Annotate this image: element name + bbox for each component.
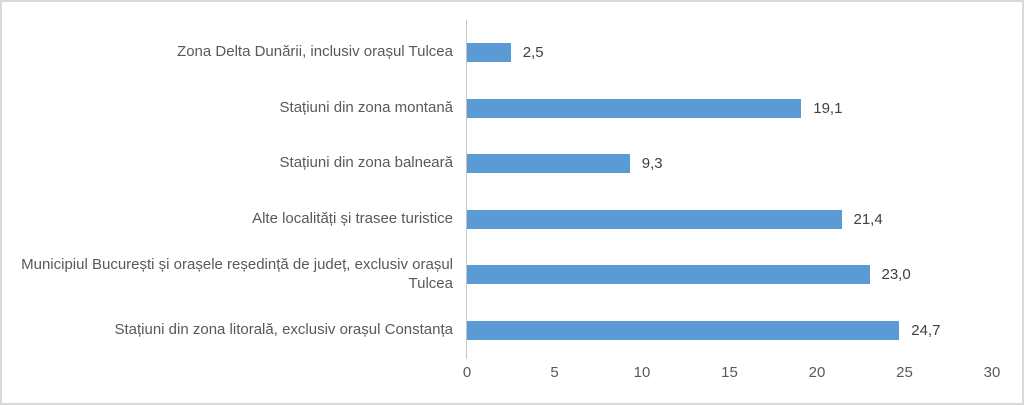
x-tick-label: 10 (633, 364, 651, 381)
value-label: 24,7 (911, 321, 941, 339)
x-tick-label: 5 (550, 364, 559, 381)
y-axis-line (466, 20, 467, 359)
value-label: 23,0 (881, 266, 911, 284)
chart-row: Zona Delta Dunării, inclusiv orașul Tulc… (2, 25, 1022, 81)
value-label: 2,5 (522, 44, 544, 62)
bar (467, 43, 511, 63)
category-label: Stațiuni din zona balneară (279, 154, 453, 172)
value-label: 21,4 (853, 210, 883, 228)
category-label: Alte localități și trasee turistice (252, 209, 453, 227)
x-tick-label: 0 (462, 364, 472, 381)
category-label: Stațiuni din zona litorală, exclusiv ora… (114, 320, 453, 338)
chart-row: Stațiuni din zona montană 19,1 (2, 81, 1022, 137)
bar (467, 98, 802, 118)
chart-row: Stațiuni din zona balneară 9,3 (2, 136, 1022, 192)
chart-row: Municipiul București și orașele reședinț… (2, 247, 1022, 303)
bar (467, 209, 842, 229)
x-tick-label: 25 (896, 364, 913, 381)
chart-row: Alte localități și trasee turistice 21,4 (2, 192, 1022, 248)
bar (467, 320, 900, 340)
category-label: Stațiuni din zona montană (279, 98, 453, 116)
bar (467, 154, 630, 174)
x-tick-label: 15 (721, 364, 738, 381)
value-label: 9,3 (641, 155, 663, 173)
category-label: Municipiul București și orașele reședinț… (21, 256, 453, 292)
chart-row: Stațiuni din zona litorală, exclusiv ora… (2, 303, 1022, 359)
x-tick-label: 20 (808, 364, 826, 381)
bar (467, 265, 870, 285)
value-label: 19,1 (813, 99, 843, 117)
x-tick-label: 30 (983, 364, 1001, 381)
category-label: Zona Delta Dunării, inclusiv orașul Tulc… (177, 43, 453, 61)
